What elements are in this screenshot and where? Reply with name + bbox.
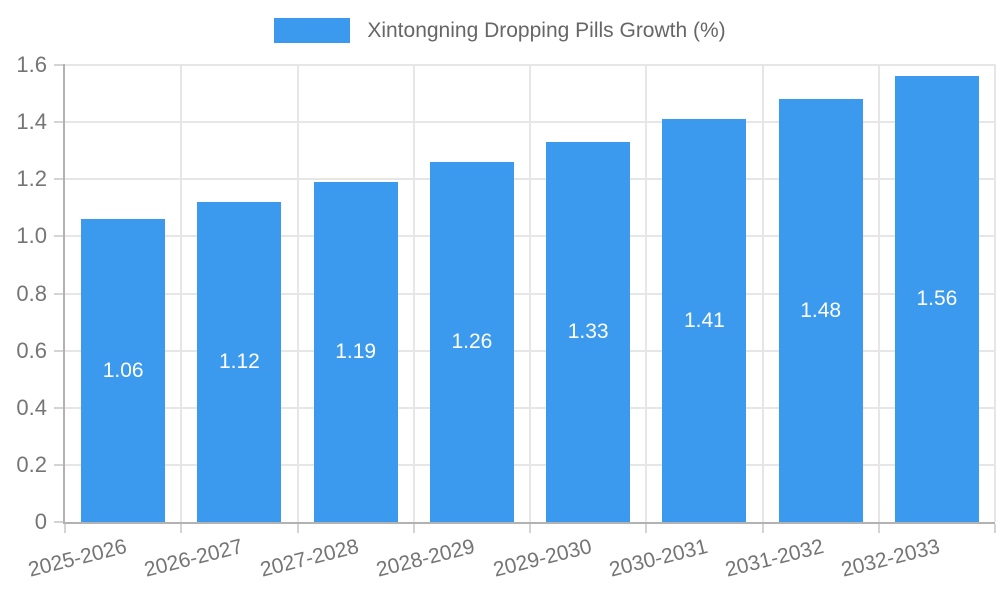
x-axis-tick	[412, 524, 415, 533]
bar-value-label: 1.41	[683, 308, 725, 332]
y-axis-tick	[54, 121, 63, 124]
y-axis-tick	[54, 349, 63, 352]
gridline-vertical	[994, 64, 996, 522]
x-tick-label: 2026-2027	[141, 535, 245, 582]
x-tick-label: 2027-2028	[258, 535, 362, 582]
y-tick-label: 0.6	[16, 337, 47, 363]
legend-swatch	[274, 18, 351, 43]
bar-value-label: 1.33	[567, 320, 609, 343]
x-tick-label: 2025-2026	[25, 535, 129, 582]
x-axis-tick	[296, 524, 299, 533]
bar-value-label: 1.06	[102, 358, 144, 382]
y-tick-label: 0.8	[16, 280, 47, 306]
y-axis-tick	[54, 292, 63, 295]
bar-2025-2026[interactable]: 1.06	[81, 219, 166, 522]
x-axis-tick	[529, 524, 531, 533]
bar-value-label: 1.48	[800, 298, 842, 322]
gridline-vertical	[529, 64, 531, 522]
bar-2032-2033[interactable]: 1.56	[894, 76, 979, 522]
bar-value-label: 1.26	[451, 330, 493, 353]
x-axis-tick	[180, 524, 183, 533]
y-tick-label: 1.6	[16, 52, 47, 77]
x-axis-tick	[761, 524, 764, 533]
y-axis-tick	[54, 178, 63, 181]
x-tick-label: 2028-2029	[374, 535, 478, 582]
bar-value-label: 1.12	[218, 350, 260, 373]
bar-value-label: 1.56	[916, 287, 958, 310]
gridline-vertical	[412, 64, 415, 522]
y-tick-label: 0	[34, 509, 47, 534]
bar-2031-2032[interactable]: 1.48	[778, 99, 863, 522]
y-axis-tick	[54, 521, 63, 523]
y-tick-label: 0.2	[16, 451, 47, 477]
x-tick-label: 2032-2033	[839, 535, 943, 582]
bar-2030-2031[interactable]: 1.41	[662, 119, 747, 522]
bar-2027-2028[interactable]: 1.19	[313, 182, 398, 522]
x-tick-label: 2030-2031	[606, 535, 710, 582]
y-tick-label: 1.0	[16, 223, 47, 249]
y-tick-label: 1.2	[16, 166, 47, 192]
x-axis-tick	[645, 524, 648, 533]
gridline-vertical	[296, 64, 299, 522]
bar-2026-2027[interactable]: 1.12	[197, 202, 282, 522]
gridline-vertical	[180, 64, 183, 522]
y-tick-label: 1.4	[16, 109, 47, 135]
y-tick-label: 0.4	[16, 394, 47, 420]
x-axis-tick	[877, 524, 880, 533]
y-axis-tick	[54, 235, 63, 238]
plot-area: 1.06 1.12 1.19 1.26 1.33 1.41 1.48 1.56	[54, 64, 996, 533]
bar-2029-2030[interactable]: 1.33	[546, 142, 631, 522]
y-axis-tick	[54, 463, 63, 466]
bar-value-label: 1.19	[335, 340, 377, 363]
gridline-vertical	[645, 64, 648, 522]
bar-2028-2029[interactable]: 1.26	[429, 162, 514, 522]
legend[interactable]: Xintongning Dropping Pills Growth (%)	[0, 18, 1000, 43]
y-axis-tick	[54, 406, 63, 409]
x-axis-tick	[64, 524, 66, 533]
legend-label: Xintongning Dropping Pills Growth (%)	[367, 19, 726, 42]
gridline-vertical	[761, 64, 764, 522]
x-axis-tick	[994, 524, 996, 533]
x-tick-label: 2031-2032	[723, 535, 827, 582]
gridline-vertical	[877, 64, 880, 522]
x-tick-label: 2029-2030	[490, 535, 594, 582]
y-axis-tick	[54, 64, 63, 66]
